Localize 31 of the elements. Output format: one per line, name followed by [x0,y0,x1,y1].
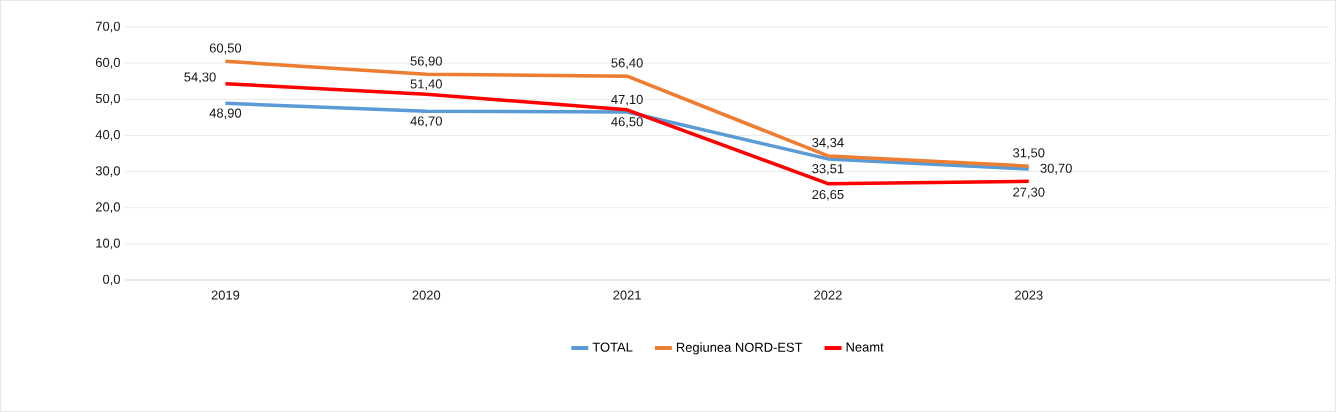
data-label: 51,40 [410,79,442,91]
y-tick-label: 50,0 [95,93,120,105]
x-tick-label: 2019 [211,290,240,300]
y-tick-label: 10,0 [96,238,120,250]
data-label: 27,30 [1013,187,1045,199]
data-label: 34,34 [812,137,844,149]
y-tick-label: 40,0 [95,130,120,141]
x-tick-label: 2022 [814,290,842,300]
data-label: 46,50 [611,117,643,128]
data-label: 26,65 [812,189,844,201]
y-tick-label: 30,0 [95,166,120,177]
data-label: 60,50 [209,43,242,55]
y-tick-label: 60,0 [95,57,120,69]
data-label: 56,90 [410,56,442,68]
data-label: 31,50 [1013,148,1045,159]
x-tick-label: 2021 [613,290,641,300]
data-label: 33,51 [812,164,844,175]
legend-label: TOTAL [592,342,633,352]
data-label: 48,90 [209,108,242,120]
legend-label: Regiunea NORD-EST [676,342,803,355]
data-label: 56,40 [611,58,643,69]
x-tick-label: 2023 [1015,290,1043,300]
y-tick-label: 70,0 [95,21,120,33]
data-label: 30,70 [1040,163,1072,175]
y-tick-label: 20,0 [95,202,120,214]
x-tick-label: 2020 [412,290,441,300]
data-label: 54,30 [184,72,216,84]
data-label: 47,10 [611,94,643,106]
legend-label: Neamt [846,342,884,352]
y-tick-label: 0,0 [102,274,120,286]
data-label: 46,70 [410,116,442,128]
